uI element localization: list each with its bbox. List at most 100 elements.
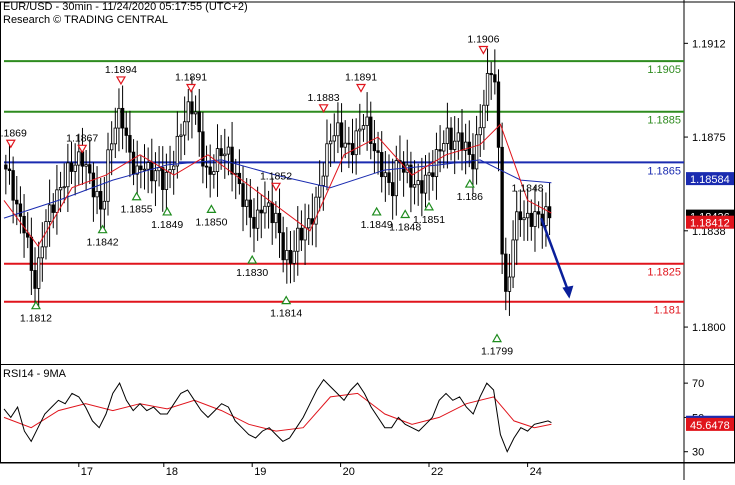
candle-body [303,227,307,241]
price-tag-bg [686,172,734,186]
candle-body [161,167,165,190]
candle-body [434,149,439,178]
marker-label: 1.1855 [121,204,153,216]
marker-label: 1.1883 [308,92,340,104]
candle-body [245,199,249,207]
candle-body [442,143,446,152]
candle-body [62,186,66,189]
candle-body [190,101,194,115]
candle-body [175,135,180,167]
candle-body [219,148,223,157]
y-tick-label: 1.1800 [692,322,726,334]
candle-body [172,165,176,170]
marker-label: 1.1799 [481,346,513,358]
candle-body [150,162,154,182]
candle-body [139,165,143,170]
candle-body [507,276,512,292]
candle-body [485,73,490,106]
candle-body [350,143,355,156]
candle-body [135,165,139,175]
candle-body [449,127,453,150]
candle-body [336,122,340,137]
candle-body [296,227,300,252]
candle-body [515,211,519,241]
candle-body [343,142,347,148]
marker-label: 1.1849 [151,219,183,231]
candle-body [394,160,398,197]
y-tick-label: 1.1875 [692,132,726,144]
x-tick-label: 18 [166,466,178,478]
candle-body [208,166,212,175]
down-triangle-marker [478,45,489,55]
candle-body [339,122,344,148]
candle-body [66,162,70,188]
candle-body [234,172,238,175]
candle-body [274,212,278,224]
candle-body [91,172,96,198]
candle-body [460,132,464,151]
candle-body [186,101,190,123]
candle-body [106,149,110,202]
candle-body [47,204,52,222]
rsi-title: RSI14 - 9MA [3,368,67,380]
candle-body [416,180,420,186]
candle-body [365,116,369,126]
candle-body [33,270,37,289]
marker-label: 1.1814 [270,308,302,320]
candle-body [113,127,117,145]
rsi-y-tick-label: 70 [692,378,704,390]
candle-body [120,107,125,129]
candle-body [80,151,85,167]
rsi-y-tick-label: 30 [692,447,704,459]
candle-body [489,73,493,76]
candle-body [522,217,526,221]
candle-body [109,143,114,151]
candle-body [328,140,333,145]
candle-body [281,232,285,261]
candle-body [201,131,205,167]
candle-body [7,168,12,171]
marker-label: 1.1849 [361,219,393,231]
candle-body [310,218,315,225]
candle-body [248,199,253,218]
candle-body [431,172,435,178]
candle-body [212,171,216,175]
marker-label: 1.1891 [175,72,207,84]
marker-label: 1.1867 [66,132,98,144]
candle-body [69,162,74,172]
up-triangle-marker [423,201,435,211]
rsi-line [3,378,552,453]
candle-body [193,111,198,115]
candle-body [204,165,209,168]
marker-label: 1.1848 [512,182,544,194]
x-tick-label: 17 [81,466,93,478]
up-triangle-marker [97,224,108,234]
candle-body [383,172,388,178]
candle-body [36,257,41,289]
x-tick-label: 22 [431,466,443,478]
level-label-support: 1.1825 [647,267,681,279]
candle-body [124,127,128,136]
marker-label: 1.1842 [87,237,119,249]
marker-label: 1.1812 [20,313,52,325]
candle-body [157,167,161,172]
candle-body [453,140,457,150]
moving-average-slow [3,159,552,219]
candle-body [478,127,482,136]
marker-label: 1.1869 [0,127,27,139]
price-tag: 1.18584 [690,174,730,186]
candle-body [445,127,450,144]
candle-body [376,150,380,153]
candle-body [197,111,201,133]
candle-body [500,146,504,255]
candle-body [299,227,304,241]
candle-body [266,202,271,207]
candle-body [358,128,362,132]
candle-body [369,116,373,144]
candle-body [117,107,121,129]
down-triangle-marker [318,104,329,114]
candle-body [51,204,55,213]
candle-body [314,196,318,225]
candle-body [223,153,227,157]
